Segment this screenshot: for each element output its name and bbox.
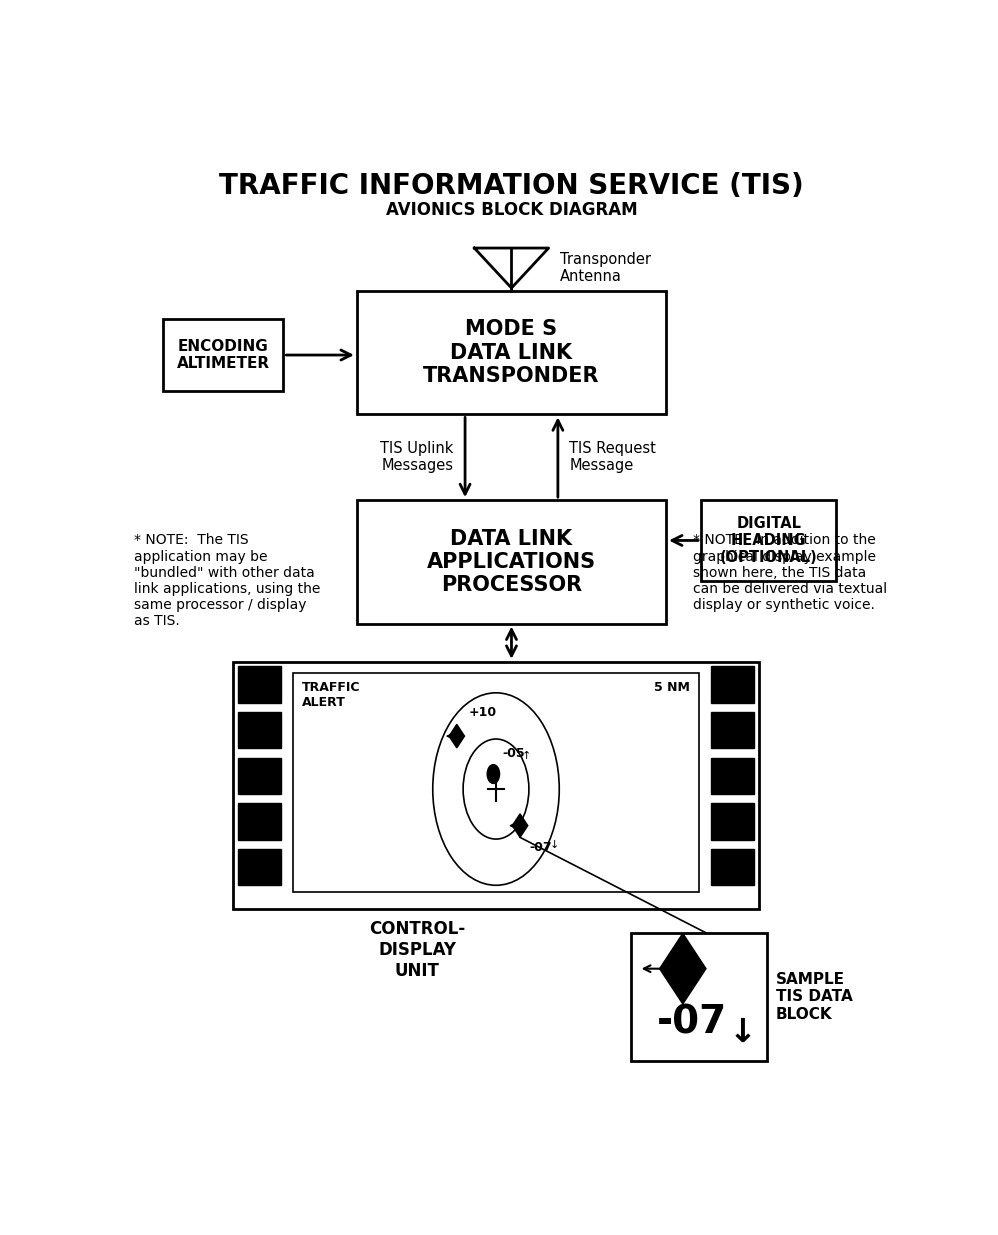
Bar xyxy=(711,758,753,794)
Text: TIS Request
Message: TIS Request Message xyxy=(570,441,657,473)
Text: * NOTE:  In addition to the
graphical display example
shown here, the TIS data
c: * NOTE: In addition to the graphical dis… xyxy=(694,534,887,613)
Text: MODE S
DATA LINK
TRANSPONDER: MODE S DATA LINK TRANSPONDER xyxy=(423,320,600,385)
Bar xyxy=(711,804,753,840)
Text: * NOTE:  The TIS
application may be
"bundled" with other data
link applications,: * NOTE: The TIS application may be "bund… xyxy=(134,534,320,629)
Text: SAMPLE
TIS DATA
BLOCK: SAMPLE TIS DATA BLOCK xyxy=(776,972,852,1021)
Bar xyxy=(164,320,283,390)
Bar xyxy=(711,713,753,748)
Text: ↓: ↓ xyxy=(729,1016,756,1050)
Bar xyxy=(632,932,766,1061)
Text: Transponder
Antenna: Transponder Antenna xyxy=(560,252,652,284)
Text: -05: -05 xyxy=(503,747,525,760)
Ellipse shape xyxy=(487,764,500,783)
Text: TRAFFIC INFORMATION SERVICE (TIS): TRAFFIC INFORMATION SERVICE (TIS) xyxy=(220,172,803,200)
Text: -07: -07 xyxy=(657,1004,728,1041)
Bar xyxy=(239,848,281,885)
Text: 5 NM: 5 NM xyxy=(655,680,691,694)
Bar xyxy=(239,804,281,840)
Text: TIS Uplink
Messages: TIS Uplink Messages xyxy=(380,441,453,473)
Polygon shape xyxy=(660,934,706,1004)
Polygon shape xyxy=(512,814,528,837)
Text: AVIONICS BLOCK DIAGRAM: AVIONICS BLOCK DIAGRAM xyxy=(385,201,638,219)
Bar xyxy=(356,500,666,624)
Text: -07: -07 xyxy=(529,841,552,855)
Bar xyxy=(239,667,281,703)
Bar xyxy=(701,500,836,580)
Text: CONTROL-
DISPLAY
UNIT: CONTROL- DISPLAY UNIT xyxy=(369,920,465,979)
Bar xyxy=(233,662,758,909)
Bar xyxy=(711,848,753,885)
Text: DATA LINK
APPLICATIONS
PROCESSOR: DATA LINK APPLICATIONS PROCESSOR xyxy=(427,529,596,595)
Text: ENCODING
ALTIMETER: ENCODING ALTIMETER xyxy=(177,338,269,372)
Text: +10: +10 xyxy=(468,705,497,719)
Bar xyxy=(711,667,753,703)
Bar xyxy=(292,673,700,892)
Bar xyxy=(356,291,666,415)
Polygon shape xyxy=(449,725,464,748)
Bar xyxy=(239,758,281,794)
Text: ↓: ↓ xyxy=(550,840,559,850)
Text: ↑: ↑ xyxy=(521,751,531,761)
Text: TRAFFIC
ALERT: TRAFFIC ALERT xyxy=(301,680,360,709)
Text: DIGITAL
HEADING
(OPTIONAL): DIGITAL HEADING (OPTIONAL) xyxy=(720,515,817,566)
Bar xyxy=(239,713,281,748)
